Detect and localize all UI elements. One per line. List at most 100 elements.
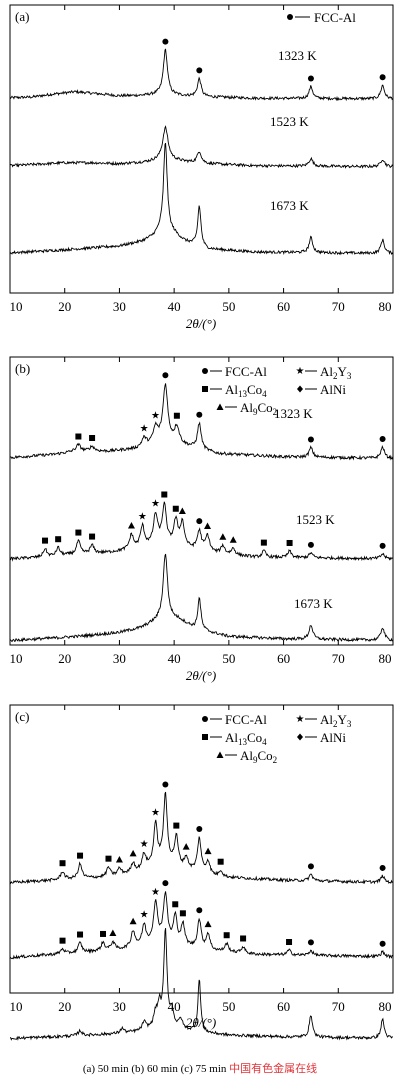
peak-marker-triangle xyxy=(229,536,237,543)
peak-marker-square xyxy=(77,852,84,859)
x-tick-label: 30 xyxy=(113,999,126,1014)
legend-marker-fcc-al xyxy=(202,368,208,374)
xrd-pattern-line xyxy=(9,383,394,461)
peak-marker-circle xyxy=(196,826,203,833)
x-tick-label: 40 xyxy=(168,651,181,666)
x-tick-label: 70 xyxy=(332,999,345,1014)
peak-marker-triangle xyxy=(219,533,227,540)
x-tick-label: 10 xyxy=(10,299,23,314)
series-label: 1323 K xyxy=(274,406,313,421)
legend-label: Al9Co2 xyxy=(240,400,277,417)
peak-marker-square xyxy=(89,435,96,442)
legend-marker-alni xyxy=(297,733,303,741)
legend-label: Al9Co2 xyxy=(240,748,277,765)
peak-marker-triangle xyxy=(129,849,137,857)
peak-marker-square xyxy=(260,539,267,546)
x-tick-label: 50 xyxy=(222,651,235,666)
peak-marker-triangle xyxy=(115,856,123,863)
peak-marker-square xyxy=(105,855,112,862)
x-tick-label: 20 xyxy=(58,299,71,314)
plot-frame xyxy=(9,4,394,294)
peak-marker-square xyxy=(173,822,180,829)
panel-b: 10 20 30 40 50 60 70 80 2θ/(°) (b) FCC-Al ★ Al2Y3 Al1… xyxy=(9,356,394,683)
peak-marker-circle xyxy=(307,75,314,82)
legend-marker-fcc-al xyxy=(202,716,208,722)
legend-label: Al13Co4 xyxy=(225,730,267,747)
legend-marker-fcc-al xyxy=(287,14,293,20)
legend-label: AlNi xyxy=(320,730,346,745)
plot-frame xyxy=(9,356,394,646)
peak-marker-circle xyxy=(162,781,169,788)
xrd-pattern-line xyxy=(9,48,394,102)
x-tick-label: 40 xyxy=(168,299,181,314)
xrd-pattern-line xyxy=(9,791,393,885)
peak-marker-circle xyxy=(379,940,386,947)
x-tick-label: 30 xyxy=(113,651,126,666)
peak-marker-star: ★ xyxy=(138,511,147,522)
legend-label: FCC-Al xyxy=(225,712,267,727)
peak-marker-circle xyxy=(196,518,203,525)
caption-text: (a) 50 min (b) 60 min (c) 75 min xyxy=(82,1063,227,1075)
peak-marker-square xyxy=(77,931,84,938)
series-label: 1673 K xyxy=(294,596,333,611)
peak-marker-circle xyxy=(162,372,169,379)
peak-marker-circle xyxy=(162,38,169,45)
peak-marker-square xyxy=(75,529,82,536)
peak-marker-circle xyxy=(307,541,314,548)
peak-marker-star: ★ xyxy=(151,410,160,421)
series-label: 1523 K xyxy=(296,512,335,527)
peak-marker-circle xyxy=(196,907,203,914)
peak-marker-square xyxy=(240,935,247,942)
x-tick-label: 70 xyxy=(332,651,345,666)
legend-marker-al13co4 xyxy=(202,734,208,740)
x-tick-label: 20 xyxy=(58,999,71,1014)
legend: FCC-Al ★ Al2Y3 Al13Co4 AlNi Al9Co2 xyxy=(202,712,352,765)
legend-label: FCC-Al xyxy=(225,364,267,379)
legend-label: Al13Co4 xyxy=(225,382,267,399)
legend-marker-al2y3: ★ xyxy=(296,714,305,725)
x-tick-label: 60 xyxy=(277,999,290,1014)
peak-marker-square xyxy=(286,539,293,546)
x-tick-label: 50 xyxy=(222,999,235,1014)
peak-marker-square xyxy=(179,910,186,917)
peak-marker-square xyxy=(172,505,179,512)
x-tick-label: 60 xyxy=(277,651,290,666)
panel-label: (a) xyxy=(15,9,29,24)
x-tick-label: 80 xyxy=(379,299,392,314)
peak-marker-square xyxy=(223,932,230,939)
xrd-pattern-line xyxy=(9,125,394,169)
peak-marker-square xyxy=(89,533,96,540)
watermark-text: 中国有色金属在线 xyxy=(229,1063,318,1075)
x-axis-label: 2θ/(°) xyxy=(186,668,216,683)
panel-label: (b) xyxy=(15,361,30,376)
peak-marker-triangle xyxy=(204,920,212,928)
xrd-pattern-line xyxy=(9,891,393,960)
legend-marker-al13co4 xyxy=(202,386,208,392)
peak-marker-square xyxy=(75,433,82,440)
peak-marker-circle xyxy=(196,67,203,74)
panel-label: (c) xyxy=(15,709,29,724)
figure-caption: (a) 50 min (b) 60 min (c) 75 min 中国有色金属在… xyxy=(0,1060,400,1076)
peak-marker-circle xyxy=(307,939,314,946)
peak-marker-triangle xyxy=(127,522,135,529)
x-tick-label: 20 xyxy=(58,651,71,666)
peak-marker-star: ★ xyxy=(151,499,160,510)
peak-marker-square xyxy=(59,860,66,867)
xrd-pattern-line xyxy=(9,501,394,562)
x-tick-label: 60 xyxy=(277,299,290,314)
series-label: 1673 K xyxy=(270,198,309,213)
peak-marker-circle xyxy=(379,864,386,871)
peak-marker-triangle xyxy=(204,847,212,855)
peak-marker-triangle xyxy=(129,917,137,925)
peak-marker-square xyxy=(55,536,62,543)
peak-marker-square xyxy=(42,537,49,544)
peak-marker-circle xyxy=(162,880,169,887)
peak-marker-square xyxy=(217,858,224,865)
legend-label: Al2Y3 xyxy=(320,712,352,729)
peak-marker-square xyxy=(173,412,180,419)
legend-label: AlNi xyxy=(320,382,346,397)
x-tick-label: 80 xyxy=(379,651,392,666)
peak-marker-star: ★ xyxy=(140,910,149,921)
legend: FCC-Al xyxy=(287,10,356,25)
